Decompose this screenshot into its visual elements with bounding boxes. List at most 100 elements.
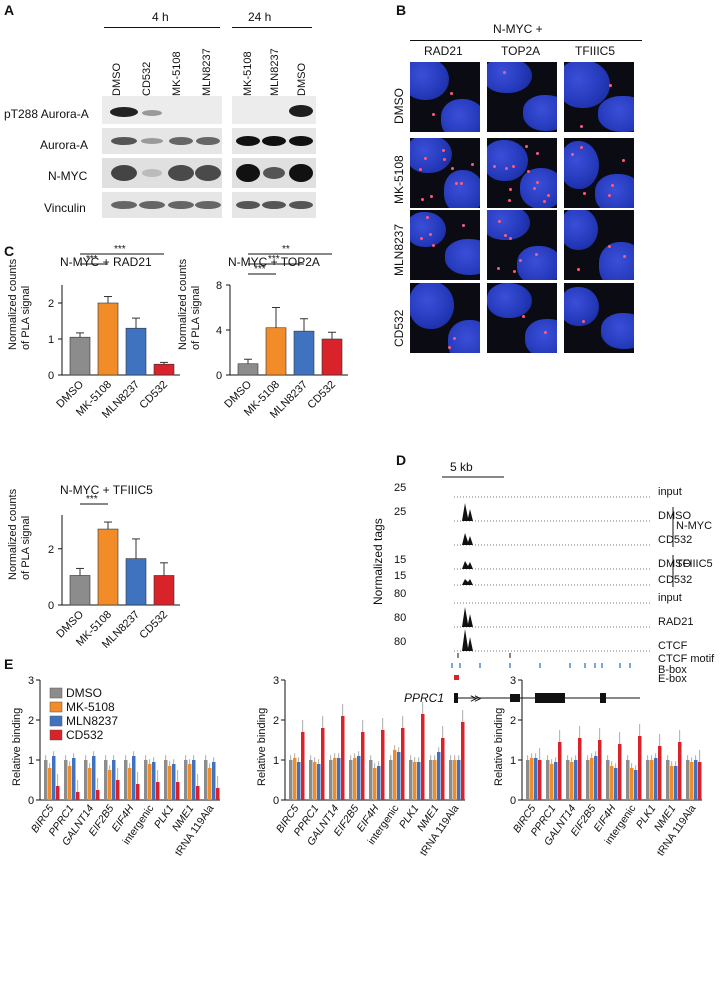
blot-row-label: N-MYC: [48, 169, 88, 183]
bar: [598, 740, 602, 800]
bar: [84, 760, 88, 800]
track-label: DMSO: [658, 510, 691, 522]
legend-label: MK-5108: [66, 700, 115, 714]
exon: [600, 693, 606, 703]
gene-model: E-box PPRC1 ≫: [404, 673, 687, 705]
pla-dot: [608, 84, 612, 88]
pla-dot: [418, 167, 422, 171]
tracks-ylabel: Normalized tags: [371, 518, 385, 605]
nucleus: [564, 286, 599, 327]
track-scale: 15: [394, 554, 406, 566]
legend-swatch: [49, 701, 63, 713]
bar: [321, 728, 325, 800]
bar: [321, 338, 343, 376]
bar: [196, 786, 200, 800]
group-label: N-MYC: [676, 520, 712, 532]
bar: [148, 764, 152, 800]
pla-dot: [505, 166, 509, 170]
bar: [638, 736, 642, 800]
pla-column-label: TFIIIC5: [575, 44, 616, 58]
pla-micrograph: [410, 210, 480, 280]
bar: [293, 758, 297, 800]
bar: [433, 760, 437, 800]
chart-ylabel: Relative binding: [11, 708, 23, 786]
bar: [357, 756, 361, 800]
pla-dot: [429, 233, 433, 237]
bar: [658, 746, 662, 800]
y-tick-label: 1: [273, 755, 279, 767]
bar: [152, 762, 156, 800]
pla-dot: [443, 157, 447, 161]
bar: [289, 760, 293, 800]
lane-label: DMSO: [296, 63, 308, 96]
bar: [550, 764, 554, 800]
chart-ylabel: Normalized countsof PLA signal: [177, 258, 202, 350]
y-tick-label: 2: [273, 715, 279, 727]
bar: [453, 760, 457, 800]
group-label: TFIIIC5: [676, 558, 713, 570]
nucleus: [524, 318, 557, 353]
x-tick-label: CD532: [137, 379, 170, 412]
pla-bar-charts: N-MYC + RAD21 Normalized countsof PLA sig…: [7, 244, 348, 651]
lane-label: MK-5108: [242, 51, 254, 96]
pla-dot: [546, 193, 550, 197]
y-tick-label: 2: [48, 544, 54, 556]
legend-swatch: [49, 729, 63, 741]
group-label-24h: 24 h: [248, 10, 272, 24]
pla-dot: [571, 152, 575, 156]
blot-strip-24h: [232, 96, 316, 218]
bar: [530, 758, 534, 800]
bar: [409, 760, 413, 800]
bar: [441, 738, 445, 800]
bar: [698, 762, 702, 800]
bar: [156, 782, 160, 800]
track-scale: 80: [394, 588, 406, 600]
chart-ylabel-line2: of PLA signal: [20, 516, 32, 580]
nucleus: [595, 173, 634, 208]
bar: [44, 760, 48, 800]
y-tick-label: 1: [28, 755, 34, 767]
pla-dot: [611, 184, 614, 188]
bar: [176, 782, 180, 800]
bar: [293, 330, 315, 376]
track-peak: [462, 607, 473, 627]
bar: [421, 714, 425, 800]
pla-dot: [452, 337, 456, 341]
y-tick-label: 3: [510, 675, 516, 687]
nucleus: [447, 320, 480, 353]
bar: [136, 784, 140, 800]
chart-title: N-MYC + RAD21: [60, 255, 152, 269]
bar: [69, 336, 91, 376]
blot-strip-4h: [102, 96, 222, 218]
pla-dot: [519, 258, 523, 262]
bar: [538, 760, 542, 800]
bar: [610, 766, 614, 800]
chart-ylabel: Normalized countsof PLA signal: [7, 488, 32, 580]
legend-swatch: [49, 687, 63, 699]
bar: [204, 760, 208, 800]
significance-label: ***: [86, 254, 98, 265]
pla-micrograph: [487, 283, 557, 353]
pla-row-label: CD532: [392, 309, 406, 347]
pla-dot: [622, 255, 626, 259]
bar: [646, 760, 650, 800]
track: 15 CD532: [394, 570, 692, 586]
x-tick-label: CD532: [305, 379, 338, 412]
bar: [614, 768, 618, 800]
blot-row-label: Aurora-A: [40, 138, 89, 152]
legend-swatch: [49, 715, 63, 727]
nucleus: [487, 140, 528, 182]
track: 25 input: [394, 482, 682, 498]
bar: [429, 760, 433, 800]
bar: [104, 760, 108, 800]
pla-dot: [460, 181, 464, 185]
bar: [69, 575, 91, 606]
nucleus: [440, 98, 480, 132]
track-peak: [462, 629, 473, 651]
bar: [558, 742, 562, 800]
y-tick-label: 0: [48, 600, 54, 612]
pla-dot: [583, 192, 587, 196]
chart-ylabel-line1: Normalized counts: [7, 488, 19, 580]
nucleus: [517, 245, 557, 280]
